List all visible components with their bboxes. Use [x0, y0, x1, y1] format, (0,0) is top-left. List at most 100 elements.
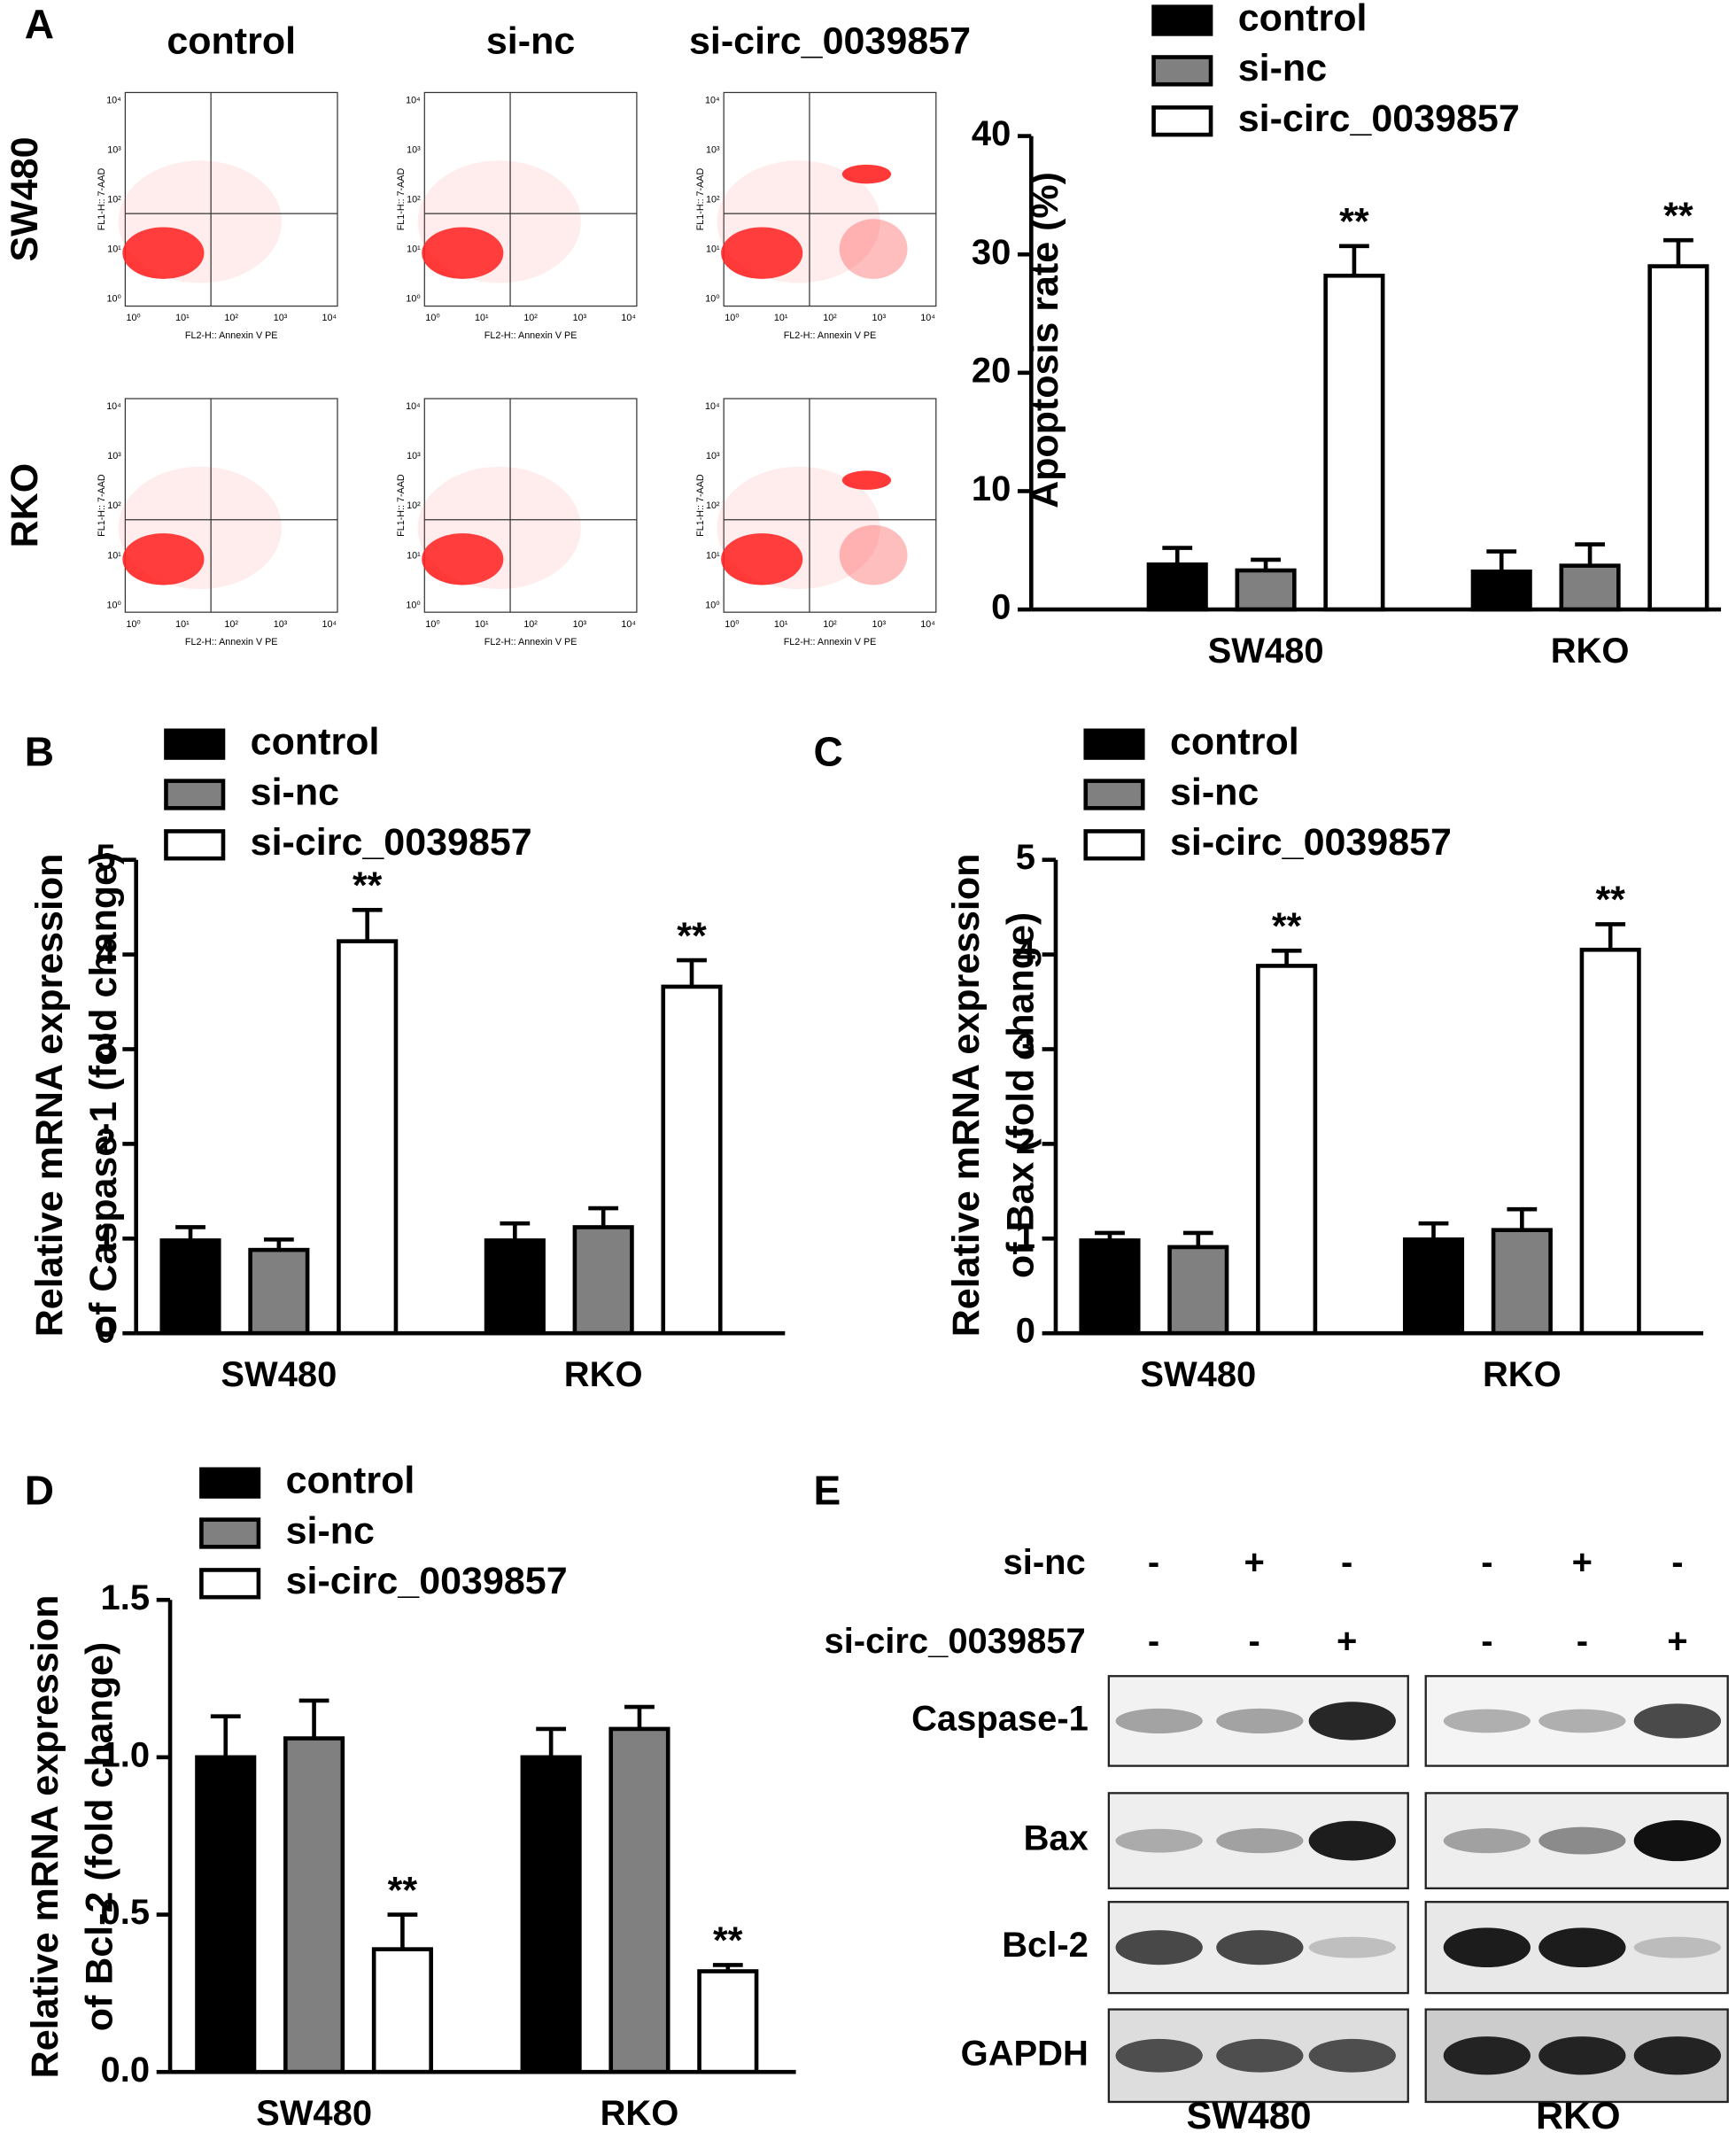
bar [1491, 1228, 1553, 1336]
y-tick-label: 0 [991, 588, 1011, 627]
blot-band [1115, 2038, 1203, 2073]
plot-frame [723, 398, 937, 613]
y-tick-label: 10⁰ [705, 294, 719, 305]
legend-label: si-circ_0039857 [1238, 97, 1520, 140]
y-tick-label: 10⁴ [106, 401, 121, 412]
cell-cluster [841, 164, 892, 184]
x-tick-label: 10² [523, 619, 538, 630]
cell-scatter [118, 160, 283, 283]
y-tick-label: 3 [96, 1027, 115, 1066]
x-tick-label: 10³ [274, 313, 288, 323]
bar [608, 1726, 670, 2074]
y-tick-label: 10¹ [107, 550, 121, 561]
y-tick-label: 10³ [407, 145, 421, 156]
blot-band [1633, 1820, 1722, 1862]
y-tick-label: 10² [107, 195, 121, 205]
bar [1235, 568, 1297, 612]
cell-cluster [122, 533, 205, 585]
y-tick-label: 3 [1016, 1027, 1035, 1066]
cell-cluster [122, 227, 205, 279]
bar [1402, 1237, 1465, 1336]
y-tick-label: 10² [706, 195, 720, 205]
y-tick-label: 10⁴ [705, 96, 720, 106]
y-axis-title: Relative mRNA expression [28, 854, 71, 1338]
cell-cluster [422, 533, 504, 585]
legend-swatch [1151, 105, 1213, 137]
legend-swatch [1151, 4, 1213, 36]
y-tick-label: 10³ [107, 145, 121, 156]
y-axis-title: Relative mRNA expression [945, 854, 988, 1338]
panel-label: D [25, 1468, 54, 1514]
y-tick-label: 10⁴ [106, 96, 121, 106]
significance-label: ** [1339, 201, 1369, 244]
y-axis-label: FL1-H:: 7-AAD [396, 474, 407, 537]
y-tick-label: 10² [407, 195, 421, 205]
x-tick-label: 10¹ [475, 313, 489, 323]
treatment-sign: - [1148, 1622, 1159, 1661]
x-axis-label: FL2-H:: Annexin V PE [484, 637, 577, 647]
y-tick-label: 10⁴ [406, 96, 421, 106]
x-tick-label: RKO [1483, 1355, 1562, 1394]
x-tick-label: 10⁴ [322, 313, 337, 323]
treatment-sign: - [1577, 1622, 1588, 1661]
cell-cluster [841, 470, 892, 490]
y-tick-label: 40 [972, 114, 1011, 153]
y-tick-label: 10³ [706, 145, 720, 156]
x-tick-label: RKO [1551, 632, 1630, 671]
blot-band [1538, 1927, 1626, 1968]
legend-label: si-nc [1238, 47, 1327, 89]
legend-swatch [199, 1517, 261, 1549]
y-tick-label: 30 [972, 233, 1011, 272]
panel-label: C [814, 729, 843, 775]
blot-band [1633, 2036, 1722, 2075]
significance-label: ** [713, 1919, 743, 1962]
bar [248, 1247, 310, 1336]
y-tick-label: 2 [96, 1122, 115, 1161]
blot-band [1216, 1708, 1304, 1733]
x-tick-label: 10¹ [175, 619, 190, 630]
blot-band [1443, 1927, 1531, 1968]
panel-label: E [814, 1468, 841, 1514]
y-axis-title: Relative mRNA expression [24, 1595, 66, 2079]
y-tick-label: 2 [1016, 1122, 1035, 1161]
y-tick-label: 1.5 [101, 1578, 151, 1617]
significance-label: ** [1663, 195, 1693, 237]
x-tick-label: 10⁴ [621, 313, 636, 323]
blot-band [1308, 1936, 1396, 1958]
legend-swatch [164, 779, 226, 810]
x-tick-label: 10¹ [774, 619, 788, 630]
treatment-sign: + [1337, 1622, 1357, 1661]
x-tick-label: 10⁰ [425, 313, 439, 323]
x-tick-label: 10³ [573, 313, 587, 323]
protein-label: Bax [1024, 1819, 1089, 1858]
x-tick-label: 10² [823, 313, 837, 323]
cell-scatter [417, 466, 581, 590]
y-tick-label: 4 [96, 933, 115, 972]
cell-scatter [118, 466, 283, 590]
x-tick-label: 10⁴ [322, 619, 337, 630]
y-tick-label: 10⁰ [406, 600, 420, 610]
column-header: si-circ_0039857 [689, 20, 971, 63]
y-tick-label: 10⁰ [406, 294, 420, 305]
y-tick-label: 10³ [107, 451, 121, 461]
row-label: SW480 [4, 137, 46, 262]
y-tick-label: 10³ [407, 451, 421, 461]
y-tick-label: 10¹ [706, 550, 720, 561]
panel-label: A [25, 1, 54, 47]
treatment-label: si-circ_0039857 [824, 1622, 1085, 1661]
bar [1470, 570, 1532, 612]
y-tick-label: 0.5 [101, 1893, 151, 1932]
significance-label: ** [1595, 879, 1625, 921]
y-tick-label: 5 [96, 838, 115, 877]
x-axis-label: FL2-H:: Annexin V PE [784, 330, 877, 341]
legend-label: control [286, 1460, 415, 1502]
cell-line-label: SW480 [1187, 2095, 1312, 2137]
x-axis-label: FL2-H:: Annexin V PE [185, 637, 278, 647]
cell-cluster [721, 533, 803, 585]
bar [159, 1238, 221, 1336]
significance-label: ** [1272, 905, 1302, 948]
blot-band [1308, 2038, 1396, 2073]
legend-swatch [164, 829, 226, 861]
blot-band [1115, 1708, 1203, 1733]
